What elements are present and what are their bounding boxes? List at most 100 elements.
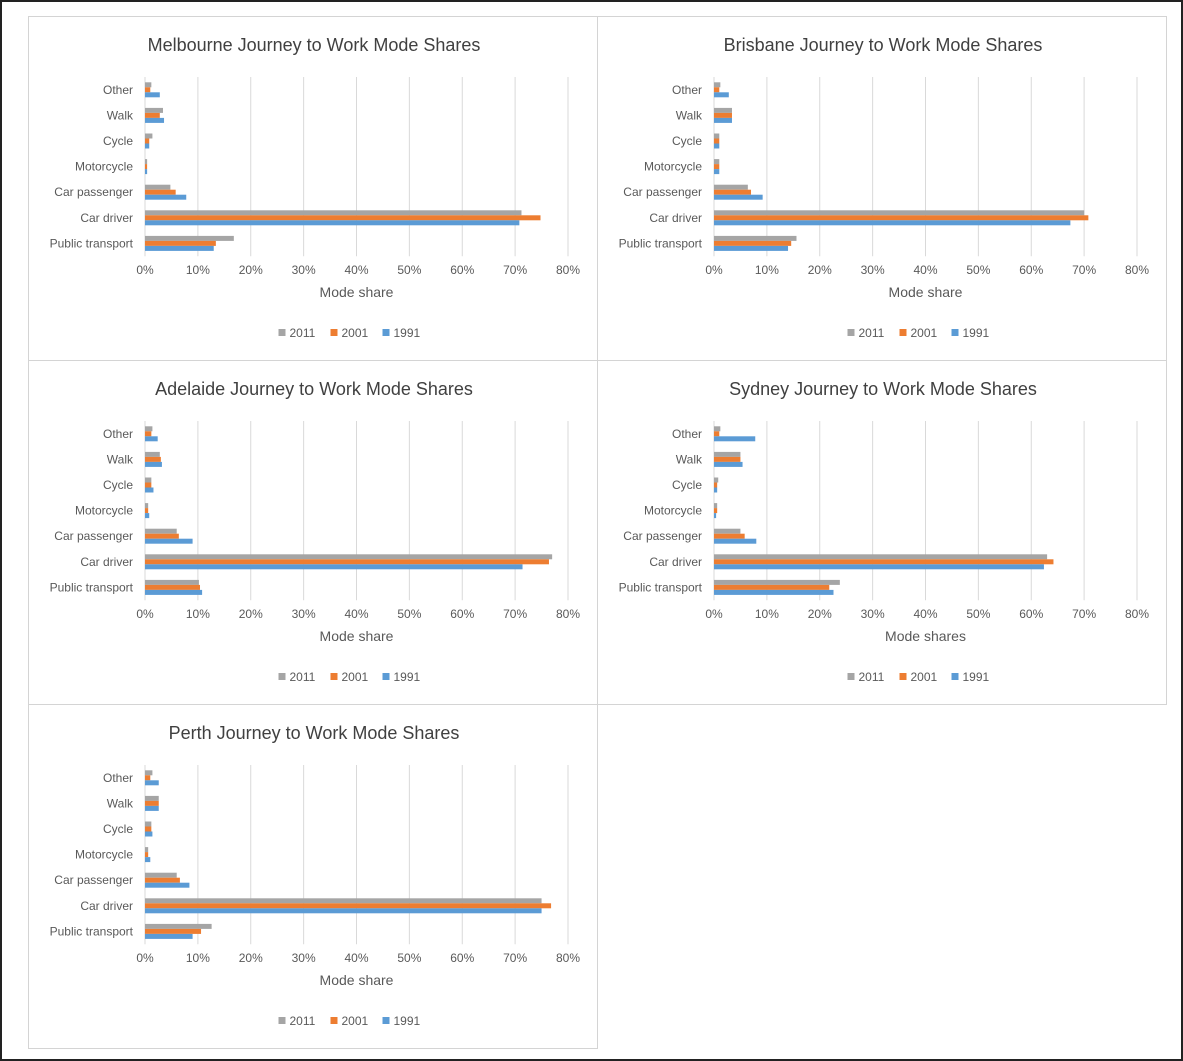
bar-motorcycle-2001: [145, 852, 149, 858]
bar-other-2011: [145, 82, 152, 88]
x-tick-label: 0%: [136, 263, 154, 277]
bar-cycle-2011: [714, 477, 719, 483]
bar-car-driver-2011: [714, 210, 1085, 216]
bar-car-driver-2011: [145, 898, 542, 904]
bar-car-driver-1991: [714, 220, 1071, 226]
x-tick-label: 80%: [1125, 607, 1149, 621]
bar-car-driver-2001: [714, 215, 1089, 221]
bar-motorcycle-2001: [714, 164, 720, 170]
bar-public-transport-2001: [145, 240, 216, 246]
x-tick-label: 70%: [503, 607, 527, 621]
bar-car-passenger-2011: [145, 184, 171, 190]
chart-panel-sydney: Sydney Journey to Work Mode Shares 0% 10% 2…: [597, 360, 1167, 705]
legend: 2011 2001 1991: [847, 670, 990, 684]
category-label-cycle: Cycle: [103, 478, 133, 492]
category-label-cycle: Cycle: [672, 134, 702, 148]
x-tick-label: 0%: [136, 607, 154, 621]
category-label-walk: Walk: [676, 108, 703, 122]
chart-svg: Adelaide Journey to Work Mode Shares 0% 10…: [50, 379, 581, 684]
bar-cycle-1991: [145, 487, 154, 493]
bar-cycle-1991: [145, 143, 150, 149]
category-label-other: Other: [103, 83, 133, 97]
bar-other-2011: [145, 770, 153, 776]
x-tick-label: 50%: [966, 263, 990, 277]
x-tick-label: 40%: [344, 951, 368, 965]
bar-public-transport-1991: [714, 589, 834, 595]
x-tick-label: 60%: [450, 263, 474, 277]
bar-public-transport-2001: [145, 928, 202, 934]
bar-motorcycle-2011: [145, 503, 149, 509]
bar-car-driver-1991: [145, 220, 520, 226]
bar-walk-1991: [714, 117, 732, 123]
x-tick-label: 40%: [344, 607, 368, 621]
chart-svg: Brisbane Journey to Work Mode Shares 0% 10…: [619, 35, 1150, 340]
bar-car-driver-2001: [714, 559, 1054, 565]
x-tick-label: 30%: [861, 607, 885, 621]
bar-other-1991: [145, 92, 160, 98]
category-label-walk: Walk: [107, 452, 134, 466]
bar-motorcycle-2001: [145, 164, 148, 170]
category-label-cycle: Cycle: [103, 134, 133, 148]
x-tick-label: 40%: [913, 607, 937, 621]
bar-car-driver-2001: [145, 559, 549, 565]
bar-motorcycle-1991: [145, 857, 151, 863]
legend-label-2001: 2001: [342, 670, 369, 684]
bar-motorcycle-2011: [145, 847, 149, 853]
bar-car-driver-1991: [714, 564, 1044, 570]
x-tick-label: 0%: [136, 951, 154, 965]
bar-other-2001: [714, 87, 720, 93]
bar-cycle-1991: [145, 831, 153, 837]
category-label-other: Other: [103, 771, 133, 785]
bar-public-transport-2001: [714, 240, 792, 246]
bar-cycle-2001: [714, 482, 718, 488]
bar-walk-1991: [145, 461, 162, 467]
legend-label-1991: 1991: [963, 326, 990, 340]
bar-car-passenger-1991: [714, 538, 757, 544]
chart-panel-melbourne: Melbourne Journey to Work Mode Shares 0% 1…: [28, 16, 598, 361]
x-tick-label: 20%: [808, 607, 832, 621]
bar-car-driver-2011: [145, 554, 553, 560]
bar-motorcycle-1991: [714, 513, 717, 519]
bar-motorcycle-1991: [145, 513, 150, 519]
x-tick-label: 80%: [1125, 263, 1149, 277]
x-axis-label: Mode share: [889, 284, 963, 300]
legend-swatch-1991: [382, 329, 390, 336]
category-label-car-passenger: Car passenger: [623, 185, 702, 199]
bar-other-1991: [714, 436, 756, 442]
x-tick-label: 30%: [292, 607, 316, 621]
bar-cycle-2011: [714, 133, 720, 139]
category-label-walk: Walk: [107, 108, 134, 122]
bar-motorcycle-2001: [145, 508, 149, 514]
legend: 2011 2001 1991: [847, 326, 990, 340]
x-axis-label: Mode share: [320, 972, 394, 988]
category-label-motorcycle: Motorcycle: [75, 160, 133, 174]
category-label-car-driver: Car driver: [649, 555, 702, 569]
category-label-public-transport: Public transport: [619, 580, 703, 594]
bar-public-transport-2001: [714, 584, 830, 590]
legend: 2011 2001 1991: [278, 670, 421, 684]
bar-car-passenger-1991: [145, 882, 190, 888]
bar-car-passenger-2011: [145, 872, 177, 878]
bar-car-passenger-2011: [714, 184, 748, 190]
bar-cycle-1991: [714, 143, 720, 149]
legend: 2011 2001 1991: [278, 1014, 421, 1028]
bar-car-passenger-1991: [145, 538, 193, 544]
category-label-public-transport: Public transport: [50, 236, 134, 250]
legend-swatch-1991: [382, 1017, 390, 1024]
chart-panel-brisbane: Brisbane Journey to Work Mode Shares 0% 10…: [597, 16, 1167, 361]
category-label-car-driver: Car driver: [80, 211, 133, 225]
category-label-walk: Walk: [676, 452, 703, 466]
category-label-public-transport: Public transport: [619, 236, 703, 250]
x-tick-label: 10%: [186, 607, 210, 621]
category-label-other: Other: [103, 427, 133, 441]
bar-public-transport-2011: [145, 579, 199, 585]
x-axis-label: Mode shares: [885, 628, 966, 644]
x-tick-label: 20%: [239, 607, 263, 621]
bar-motorcycle-2011: [714, 503, 718, 509]
bar-public-transport-1991: [145, 933, 193, 939]
bar-car-passenger-1991: [714, 194, 763, 200]
legend-label-2011: 2011: [290, 670, 316, 684]
x-tick-label: 50%: [397, 607, 421, 621]
bar-car-driver-2001: [145, 903, 552, 909]
category-label-motorcycle: Motorcycle: [75, 848, 133, 862]
